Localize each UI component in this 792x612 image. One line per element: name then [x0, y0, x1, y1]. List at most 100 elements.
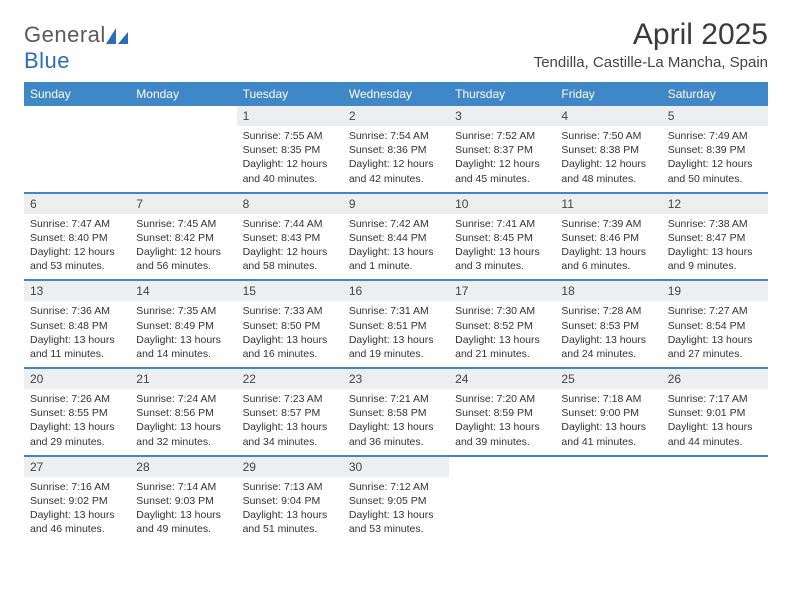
- day-details: Sunrise: 7:12 AMSunset: 9:05 PMDaylight:…: [343, 477, 449, 543]
- sunset-text: Sunset: 9:03 PM: [136, 494, 230, 508]
- day-details: Sunrise: 7:44 AMSunset: 8:43 PMDaylight:…: [237, 214, 343, 280]
- sunset-text: Sunset: 8:44 PM: [349, 231, 443, 245]
- sunset-text: Sunset: 8:39 PM: [668, 143, 762, 157]
- day-details: Sunrise: 7:49 AMSunset: 8:39 PMDaylight:…: [662, 126, 768, 192]
- daylight-text: Daylight: 12 hours and 45 minutes.: [455, 157, 549, 185]
- day-number: 6: [24, 194, 130, 214]
- day-cell: 10Sunrise: 7:41 AMSunset: 8:45 PMDayligh…: [449, 194, 555, 281]
- day-details: Sunrise: 7:35 AMSunset: 8:49 PMDaylight:…: [130, 301, 236, 367]
- day-number: 24: [449, 369, 555, 389]
- week-row: 20Sunrise: 7:26 AMSunset: 8:55 PMDayligh…: [24, 369, 768, 456]
- sail-icon: [106, 28, 128, 44]
- weekday-header: Sunday: [24, 82, 130, 106]
- sunrise-text: Sunrise: 7:45 AM: [136, 217, 230, 231]
- sunset-text: Sunset: 8:59 PM: [455, 406, 549, 420]
- day-number: 13: [24, 281, 130, 301]
- daylight-text: Daylight: 12 hours and 50 minutes.: [668, 157, 762, 185]
- sunset-text: Sunset: 9:05 PM: [349, 494, 443, 508]
- sunrise-text: Sunrise: 7:44 AM: [243, 217, 337, 231]
- day-number: 20: [24, 369, 130, 389]
- sunset-text: Sunset: 8:42 PM: [136, 231, 230, 245]
- sunrise-text: Sunrise: 7:31 AM: [349, 304, 443, 318]
- daylight-text: Daylight: 12 hours and 56 minutes.: [136, 245, 230, 273]
- day-number: 16: [343, 281, 449, 301]
- sunrise-text: Sunrise: 7:21 AM: [349, 392, 443, 406]
- day-number: 8: [237, 194, 343, 214]
- day-cell: 23Sunrise: 7:21 AMSunset: 8:58 PMDayligh…: [343, 369, 449, 456]
- daylight-text: Daylight: 13 hours and 32 minutes.: [136, 420, 230, 448]
- sunrise-text: Sunrise: 7:55 AM: [243, 129, 337, 143]
- sunset-text: Sunset: 8:37 PM: [455, 143, 549, 157]
- sunset-text: Sunset: 8:43 PM: [243, 231, 337, 245]
- sunrise-text: Sunrise: 7:13 AM: [243, 480, 337, 494]
- daylight-text: Daylight: 12 hours and 42 minutes.: [349, 157, 443, 185]
- day-cell: 19Sunrise: 7:27 AMSunset: 8:54 PMDayligh…: [662, 281, 768, 368]
- sunrise-text: Sunrise: 7:14 AM: [136, 480, 230, 494]
- day-number: 27: [24, 457, 130, 477]
- weekday-header: Monday: [130, 82, 236, 106]
- day-cell: 3Sunrise: 7:52 AMSunset: 8:37 PMDaylight…: [449, 106, 555, 193]
- logo-part1: General: [24, 22, 106, 47]
- day-number: 2: [343, 106, 449, 126]
- sunrise-text: Sunrise: 7:42 AM: [349, 217, 443, 231]
- day-cell: 4Sunrise: 7:50 AMSunset: 8:38 PMDaylight…: [555, 106, 661, 193]
- day-number: 4: [555, 106, 661, 126]
- day-cell: 28Sunrise: 7:14 AMSunset: 9:03 PMDayligh…: [130, 457, 236, 543]
- weekday-header: Friday: [555, 82, 661, 106]
- day-cell: 7Sunrise: 7:45 AMSunset: 8:42 PMDaylight…: [130, 194, 236, 281]
- day-cell: [555, 457, 661, 543]
- day-details: Sunrise: 7:26 AMSunset: 8:55 PMDaylight:…: [24, 389, 130, 455]
- day-details: Sunrise: 7:27 AMSunset: 8:54 PMDaylight:…: [662, 301, 768, 367]
- day-number: 10: [449, 194, 555, 214]
- sunset-text: Sunset: 8:35 PM: [243, 143, 337, 157]
- day-cell: 6Sunrise: 7:47 AMSunset: 8:40 PMDaylight…: [24, 194, 130, 281]
- sunset-text: Sunset: 8:58 PM: [349, 406, 443, 420]
- sunset-text: Sunset: 8:55 PM: [30, 406, 124, 420]
- day-cell: 29Sunrise: 7:13 AMSunset: 9:04 PMDayligh…: [237, 457, 343, 543]
- day-details: Sunrise: 7:36 AMSunset: 8:48 PMDaylight:…: [24, 301, 130, 367]
- week-row: 1Sunrise: 7:55 AMSunset: 8:35 PMDaylight…: [24, 106, 768, 193]
- header: General Blue April 2025 Tendilla, Castil…: [24, 18, 768, 74]
- sunset-text: Sunset: 8:52 PM: [455, 319, 549, 333]
- day-number: 22: [237, 369, 343, 389]
- day-details: Sunrise: 7:55 AMSunset: 8:35 PMDaylight:…: [237, 126, 343, 192]
- daylight-text: Daylight: 13 hours and 34 minutes.: [243, 420, 337, 448]
- day-details: Sunrise: 7:30 AMSunset: 8:52 PMDaylight:…: [449, 301, 555, 367]
- day-cell: 15Sunrise: 7:33 AMSunset: 8:50 PMDayligh…: [237, 281, 343, 368]
- day-number: 26: [662, 369, 768, 389]
- day-details: Sunrise: 7:42 AMSunset: 8:44 PMDaylight:…: [343, 214, 449, 280]
- day-cell: 5Sunrise: 7:49 AMSunset: 8:39 PMDaylight…: [662, 106, 768, 193]
- sunrise-text: Sunrise: 7:18 AM: [561, 392, 655, 406]
- daylight-text: Daylight: 13 hours and 1 minute.: [349, 245, 443, 273]
- daylight-text: Daylight: 13 hours and 21 minutes.: [455, 333, 549, 361]
- day-details: Sunrise: 7:18 AMSunset: 9:00 PMDaylight:…: [555, 389, 661, 455]
- sunset-text: Sunset: 8:45 PM: [455, 231, 549, 245]
- sunrise-text: Sunrise: 7:12 AM: [349, 480, 443, 494]
- sunrise-text: Sunrise: 7:20 AM: [455, 392, 549, 406]
- sunset-text: Sunset: 8:54 PM: [668, 319, 762, 333]
- day-cell: 20Sunrise: 7:26 AMSunset: 8:55 PMDayligh…: [24, 369, 130, 456]
- logo-text: General Blue: [24, 22, 128, 74]
- sunrise-text: Sunrise: 7:39 AM: [561, 217, 655, 231]
- weekday-header-row: Sunday Monday Tuesday Wednesday Thursday…: [24, 82, 768, 106]
- day-cell: 18Sunrise: 7:28 AMSunset: 8:53 PMDayligh…: [555, 281, 661, 368]
- day-cell: 17Sunrise: 7:30 AMSunset: 8:52 PMDayligh…: [449, 281, 555, 368]
- day-cell: 13Sunrise: 7:36 AMSunset: 8:48 PMDayligh…: [24, 281, 130, 368]
- day-cell: 1Sunrise: 7:55 AMSunset: 8:35 PMDaylight…: [237, 106, 343, 193]
- sunset-text: Sunset: 8:56 PM: [136, 406, 230, 420]
- day-cell: 25Sunrise: 7:18 AMSunset: 9:00 PMDayligh…: [555, 369, 661, 456]
- daylight-text: Daylight: 13 hours and 36 minutes.: [349, 420, 443, 448]
- week-row: 6Sunrise: 7:47 AMSunset: 8:40 PMDaylight…: [24, 194, 768, 281]
- day-cell: 14Sunrise: 7:35 AMSunset: 8:49 PMDayligh…: [130, 281, 236, 368]
- daylight-text: Daylight: 13 hours and 53 minutes.: [349, 508, 443, 536]
- logo: General Blue: [24, 18, 128, 74]
- daylight-text: Daylight: 12 hours and 58 minutes.: [243, 245, 337, 273]
- sunset-text: Sunset: 9:04 PM: [243, 494, 337, 508]
- daylight-text: Daylight: 13 hours and 9 minutes.: [668, 245, 762, 273]
- daylight-text: Daylight: 13 hours and 51 minutes.: [243, 508, 337, 536]
- day-cell: 30Sunrise: 7:12 AMSunset: 9:05 PMDayligh…: [343, 457, 449, 543]
- day-number: 3: [449, 106, 555, 126]
- sunrise-text: Sunrise: 7:54 AM: [349, 129, 443, 143]
- day-cell: 11Sunrise: 7:39 AMSunset: 8:46 PMDayligh…: [555, 194, 661, 281]
- daylight-text: Daylight: 13 hours and 29 minutes.: [30, 420, 124, 448]
